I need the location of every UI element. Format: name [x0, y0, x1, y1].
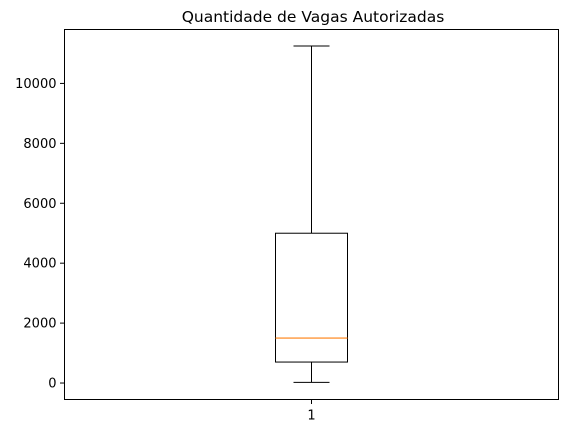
x-axis: 1 [307, 399, 316, 424]
y-tick-label: 6000 [23, 197, 56, 212]
y-tick-label: 8000 [23, 137, 56, 152]
y-axis: 0 2000 4000 6000 8000 10000 [15, 77, 65, 392]
x-tick-label: 1 [307, 409, 315, 424]
y-tick-label: 2000 [23, 317, 56, 332]
iqr-box [275, 232, 348, 363]
boxplot-series [275, 45, 348, 383]
y-tick-label: 10000 [15, 77, 56, 92]
chart-title: Quantidade de Vagas Autorizadas [182, 8, 445, 26]
y-tick-label: 0 [48, 377, 56, 392]
y-tick-label: 4000 [23, 257, 56, 272]
